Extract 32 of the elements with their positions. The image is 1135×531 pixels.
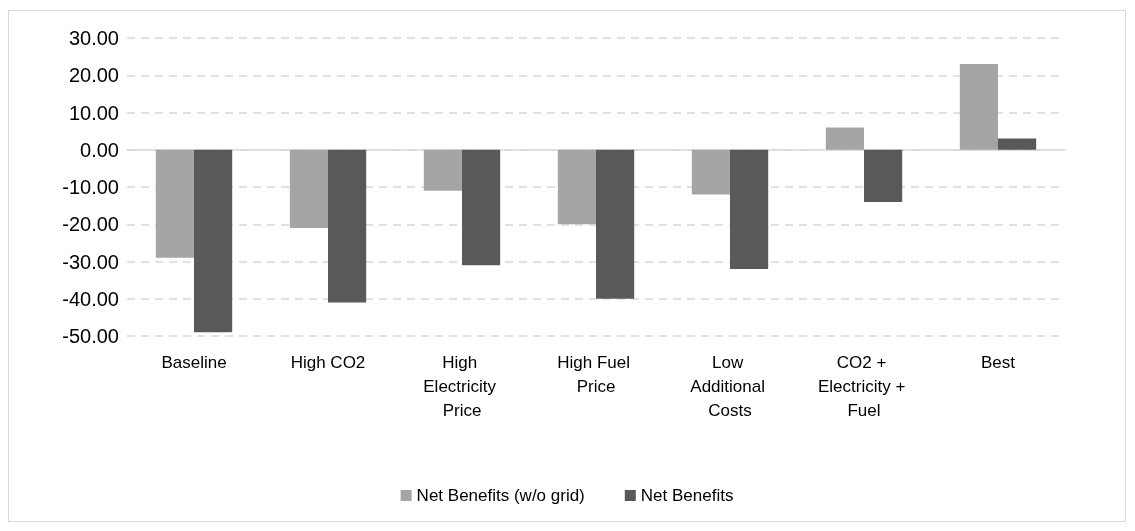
y-tick-label: -10.00 xyxy=(62,176,119,198)
bar xyxy=(730,149,769,269)
bar xyxy=(596,149,635,299)
legend-label: Net Benefits (w/o grid) xyxy=(416,486,585,505)
y-tick-label: 10.00 xyxy=(68,101,119,124)
x-tick-label: Best xyxy=(980,352,1016,372)
bar xyxy=(194,149,233,333)
bar xyxy=(423,149,462,191)
legend-label: Net Benefits xyxy=(640,486,734,505)
x-tick-label: High Electricity Price xyxy=(423,352,501,420)
x-tick-label: CO2 + Electricity + Fuel xyxy=(817,352,911,420)
y-tick-label: -50.00 xyxy=(62,325,119,347)
y-tick-label: -40.00 xyxy=(62,287,119,310)
bar xyxy=(557,149,596,225)
x-tick-label: High CO2 xyxy=(290,352,366,372)
bar xyxy=(959,64,998,150)
x-tick-label: High Fuel Price xyxy=(557,352,635,396)
bar xyxy=(462,149,501,266)
bar xyxy=(864,149,903,202)
bar xyxy=(825,127,864,150)
x-tick-label: Baseline xyxy=(161,352,227,372)
bar xyxy=(289,149,328,228)
y-tick-label: -20.00 xyxy=(62,213,119,236)
bar xyxy=(998,138,1037,150)
bar xyxy=(691,149,730,195)
y-tick-label: 20.00 xyxy=(68,64,119,87)
bar xyxy=(328,149,367,303)
y-tick-label: 30.00 xyxy=(68,27,119,49)
y-tick-label: 0.00 xyxy=(80,138,119,161)
x-tick-label: Low Additional Costs xyxy=(690,352,770,420)
bar xyxy=(155,149,194,258)
y-tick-label: -30.00 xyxy=(62,250,119,273)
